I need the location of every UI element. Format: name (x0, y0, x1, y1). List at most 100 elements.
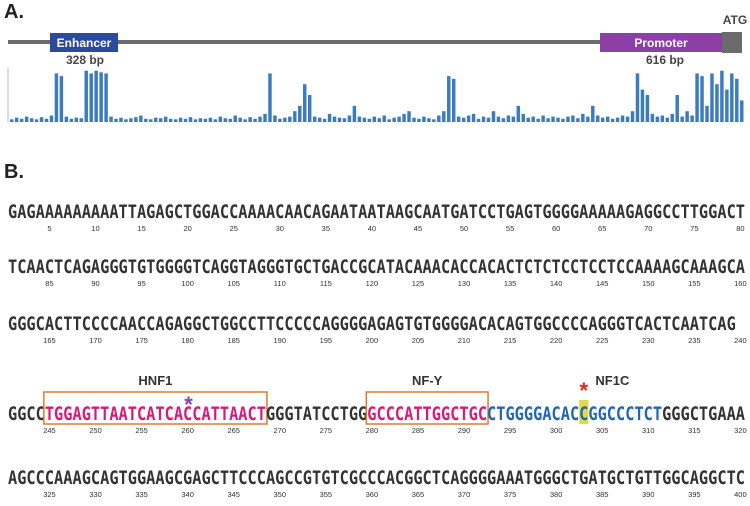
conservation-bar (685, 111, 689, 122)
conservation-bar (437, 115, 441, 122)
conservation-bar (278, 118, 282, 122)
conservation-bar (451, 78, 456, 122)
conservation-bar (24, 116, 29, 122)
conservation-bar (471, 113, 476, 122)
position-label: 345 (227, 490, 240, 499)
position-label: 180 (181, 336, 194, 345)
motif-sequence: GGGCTGAAA (662, 403, 745, 425)
conservation-bar (630, 111, 635, 122)
conservation-bar (352, 105, 357, 122)
conservation-bar (740, 100, 744, 122)
position-label: 280 (366, 426, 379, 435)
conservation-bar (183, 118, 188, 122)
conservation-bar (720, 70, 724, 122)
position-label: 135 (504, 279, 517, 288)
conservation-bar (124, 119, 128, 122)
conservation-bar (14, 117, 19, 122)
position-label: 380 (550, 490, 563, 499)
conservation-bar (322, 118, 327, 122)
position-label: 275 (320, 426, 333, 435)
position-label: 155 (688, 279, 701, 288)
motif-sequence: C (579, 403, 588, 425)
conservation-bar (665, 117, 670, 122)
conservation-bar (481, 116, 486, 122)
conservation-bar (154, 117, 158, 122)
conservation-bar (422, 116, 426, 122)
conservation-bar (695, 73, 699, 122)
conservation-bar (144, 118, 148, 122)
panel-label: A. (4, 1, 24, 23)
conservation-bar (536, 118, 540, 122)
conservation-bar (506, 115, 511, 122)
conservation-bar (327, 113, 332, 122)
position-label: 70 (644, 224, 652, 233)
conservation-bar (620, 115, 625, 122)
motif-sequence: GGGTATCCTGG (266, 403, 367, 425)
conservation-bar (178, 117, 183, 122)
conservation-bar (516, 105, 521, 122)
panel-label: B. (4, 161, 24, 183)
position-label: 265 (227, 426, 240, 435)
position-label: 50 (460, 224, 468, 233)
conservation-bar (476, 118, 481, 122)
position-label: 365 (412, 490, 425, 499)
position-label: 375 (504, 490, 517, 499)
conservation-bar (307, 95, 312, 122)
position-label: 25 (230, 224, 238, 233)
position-label: 295 (504, 426, 517, 435)
conservation-bar (382, 115, 386, 122)
position-label: 400 (734, 490, 747, 499)
conservation-bar (347, 115, 352, 122)
position-label: 320 (734, 426, 747, 435)
position-label: 55 (506, 224, 514, 233)
position-label: 185 (227, 336, 240, 345)
conservation-bar (198, 118, 203, 122)
conservation-bar (94, 70, 98, 122)
position-label: 215 (504, 336, 517, 345)
position-label: 290 (458, 426, 471, 435)
conservation-bar (640, 89, 645, 122)
conservation-bar (29, 118, 34, 122)
position-label: 130 (458, 279, 471, 288)
position-label: 105 (227, 279, 240, 288)
conservation-bar (69, 118, 74, 122)
conservation-bar (149, 119, 153, 122)
conservation-bar (258, 116, 262, 122)
conservation-bar (228, 118, 232, 122)
conservation-bar (591, 105, 595, 122)
conservation-bar (491, 111, 496, 122)
conservation-bar (168, 118, 173, 122)
position-label: 125 (412, 279, 425, 288)
position-label: 95 (137, 279, 145, 288)
position-label: 240 (734, 336, 747, 345)
conservation-bar (556, 117, 560, 122)
conservation-bar (496, 116, 501, 122)
position-label: 335 (135, 490, 148, 499)
position-label: 90 (91, 279, 99, 288)
conservation-bar (79, 118, 83, 122)
position-label: 245 (43, 426, 56, 435)
conservation-bar (317, 117, 322, 122)
enhancer-label: Enhancer (57, 36, 112, 50)
position-label: 65 (598, 224, 606, 233)
conservation-bar (357, 116, 362, 122)
position-label: 325 (43, 490, 56, 499)
position-label: 110 (274, 279, 286, 288)
conservation-bar (735, 78, 739, 122)
conservation-bar (387, 119, 391, 122)
conservation-bar (561, 118, 565, 122)
conservation-bar (461, 117, 466, 122)
conservation-bar (541, 115, 545, 122)
position-label: 260 (181, 426, 194, 435)
position-label: 255 (135, 426, 148, 435)
conservation-bar (645, 95, 650, 122)
conservation-bar (397, 116, 401, 122)
conservation-bar (710, 73, 714, 122)
position-label: 5 (47, 224, 51, 233)
sequence-logo: AGCCCAAAGCAGTGGAAGCGAGCTTCCCAGCCGTGTCGCC… (8, 467, 745, 489)
motif-sequence: CTGGGGACAC (487, 403, 579, 425)
position-label: 15 (137, 224, 145, 233)
motif-sequence: TGGAGTTAATCATCACCATTAACT (45, 403, 266, 425)
position-label: 285 (412, 426, 425, 435)
conservation-bar (119, 117, 123, 122)
